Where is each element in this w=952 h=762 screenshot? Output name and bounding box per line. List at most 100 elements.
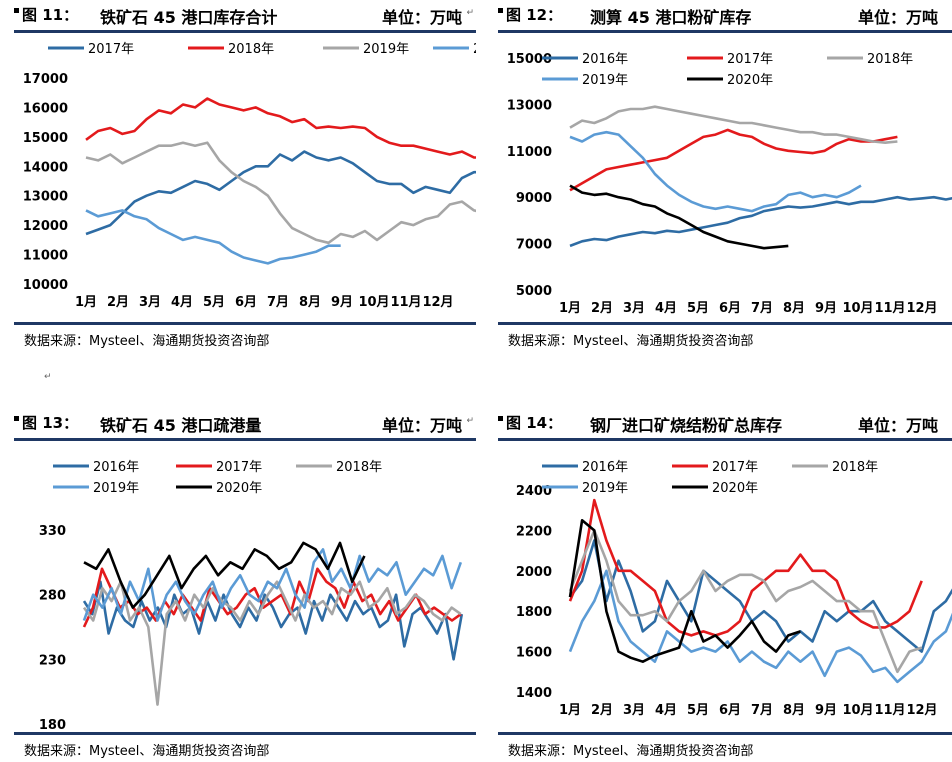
- x-tick-label: 10月: [842, 301, 873, 316]
- y-tick-label: 14000: [23, 160, 68, 175]
- x-tick-label: 1月: [559, 703, 581, 718]
- series-line-2019年: [568, 569, 952, 684]
- source-note: 数据来源：Mysteel、海通期货投资咨询部: [14, 322, 476, 349]
- legend-label: 2016年: [93, 460, 139, 475]
- series-line-2016年: [568, 539, 952, 653]
- y-tick-label: 2000: [516, 565, 552, 580]
- figure-title-bar: 图 11： 铁矿石 45 港口库存合计 单位：万吨 ↵: [14, 0, 476, 33]
- bullet-marker: [14, 416, 19, 421]
- figure-unit: 单位：万吨: [857, 416, 938, 435]
- x-tick-label: 5月: [203, 295, 225, 310]
- figure-title: 铁矿石 45 港口库存合计: [100, 8, 278, 27]
- x-tick-label: 3月: [139, 295, 161, 310]
- x-tick-label: 11月: [390, 295, 421, 310]
- legend-label: 2019年: [582, 481, 628, 496]
- x-tick-label: 7月: [751, 703, 773, 718]
- figure-number: 图 12：: [506, 6, 563, 24]
- figure-11-panel: 图 11： 铁矿石 45 港口库存合计 单位：万吨 ↵ 10000 11000 12…: [14, 0, 476, 352]
- x-tick-label: 6月: [719, 301, 741, 316]
- y-tick-label: 11000: [23, 249, 68, 264]
- series-line-2020年: [85, 209, 341, 265]
- x-tick-label: 7月: [267, 295, 289, 310]
- y-tick-label: 1800: [516, 605, 552, 620]
- x-tick-label: 8月: [783, 301, 805, 316]
- legend-label: 2020年: [727, 73, 773, 88]
- y-tick-label: 1400: [516, 686, 552, 701]
- source-text: 数据来源：Mysteel、海通期货投资咨询部: [508, 334, 754, 349]
- x-tick-label: 12月: [906, 301, 937, 316]
- y-tick-label: 5000: [516, 284, 552, 299]
- source-text: 数据来源：Mysteel、海通期货投资咨询部: [24, 744, 270, 759]
- x-tick-label: 2月: [591, 301, 613, 316]
- series-line-2019年: [569, 130, 862, 213]
- x-tick-label: 4月: [171, 295, 193, 310]
- y-tick-label: 17000: [23, 72, 68, 87]
- source-note: 数据来源：Mysteel、海通期货投资咨询部: [498, 732, 952, 759]
- series-line-2019年: [82, 548, 463, 622]
- legend-label: 2018年: [228, 42, 274, 57]
- figure-13-panel: 图 13： 铁矿石 45 港口疏港量 单位：万吨 ↵ 1802302803301…: [14, 408, 476, 762]
- chart-fig11: 10000 11000 12000 13000 14000 15000 16000 17000…: [23, 42, 476, 310]
- x-tick-label: 12月: [906, 703, 937, 718]
- figure-12-panel: 图 12： 测算 45 港口粉矿库存 单位：万吨 5000 7000 9000 110…: [498, 0, 952, 352]
- legend-label: 2020年: [712, 481, 758, 496]
- x-tick-label: 6月: [235, 295, 257, 310]
- figure-title: 钢厂进口矿烧结粉矿总库存: [590, 416, 783, 435]
- y-tick-label: 11000: [507, 145, 552, 160]
- legend-label: 2020年: [473, 42, 476, 57]
- x-tick-label: 6月: [719, 703, 741, 718]
- x-tick-label: 3月: [623, 301, 645, 316]
- bullet-marker: [14, 8, 19, 13]
- figure-title: 铁矿石 45 港口疏港量: [100, 416, 262, 435]
- series-line-2020年: [568, 519, 801, 663]
- series-line-2017年: [82, 567, 462, 628]
- y-tick-label: 230: [39, 653, 66, 668]
- legend-label: 2017年: [727, 52, 773, 67]
- y-tick-label: 15000: [507, 52, 552, 67]
- legend-label: 2020年: [216, 481, 262, 496]
- legend-label: 2017年: [216, 460, 262, 475]
- legend-label: 2016年: [582, 460, 628, 475]
- x-tick-label: 4月: [655, 703, 677, 718]
- legend-label: 2018年: [832, 460, 878, 475]
- legend-label: 2017年: [712, 460, 758, 475]
- y-tick-label: 2200: [516, 524, 552, 539]
- source-note: 数据来源：Mysteel、海通期货投资咨询部: [14, 732, 476, 759]
- x-tick-label: 10月: [842, 703, 873, 718]
- x-tick-label: 1月: [75, 295, 97, 310]
- y-tick-label: 15000: [23, 131, 68, 146]
- source-note: 数据来源：Mysteel、海通期货投资咨询部: [498, 322, 952, 349]
- return-mark: ↵: [466, 8, 474, 18]
- figure-unit: 单位：万吨: [381, 416, 462, 435]
- source-text: 数据来源：Mysteel、海通期货投资咨询部: [508, 744, 754, 759]
- x-tick-label: 9月: [815, 703, 837, 718]
- series-line-2018年: [568, 529, 923, 674]
- series-line-2017年: [569, 128, 898, 192]
- x-tick-label: 11月: [874, 703, 905, 718]
- legend-label: 2018年: [336, 460, 382, 475]
- figure-14-panel: 图 14： 钢厂进口矿烧结粉矿总库存 单位：万吨 1400 1600 1800 200…: [498, 408, 952, 762]
- series-line-2017年: [568, 498, 923, 637]
- x-tick-label: 8月: [299, 295, 321, 310]
- x-tick-label: 11月: [874, 301, 905, 316]
- figure-title-bar: 图 13： 铁矿石 45 港口疏港量 单位：万吨 ↵: [14, 408, 476, 441]
- x-tick-label: 2月: [107, 295, 129, 310]
- figure-number: 图 14：: [506, 414, 563, 432]
- legend-label: 2019年: [93, 481, 139, 496]
- series-line-2020年: [83, 541, 366, 609]
- y-tick-label: 7000: [516, 238, 552, 253]
- x-tick-label: 9月: [331, 295, 353, 310]
- y-tick-label: 1600: [516, 646, 552, 661]
- x-tick-label: 2月: [591, 703, 613, 718]
- y-tick-label: 180: [39, 718, 66, 732]
- bullet-marker: [498, 416, 503, 421]
- y-tick-label: 13000: [507, 98, 552, 113]
- legend-label: 2017年: [88, 42, 134, 57]
- figure-number: 图 11：: [22, 6, 79, 24]
- y-tick-label: 9000: [516, 191, 552, 206]
- figure-title-bar: 图 14： 钢厂进口矿烧结粉矿总库存 单位：万吨: [498, 408, 952, 441]
- x-tick-label: 5月: [687, 301, 709, 316]
- figure-unit: 单位：万吨: [857, 8, 938, 27]
- figure-title: 测算 45 港口粉矿库存: [590, 8, 752, 27]
